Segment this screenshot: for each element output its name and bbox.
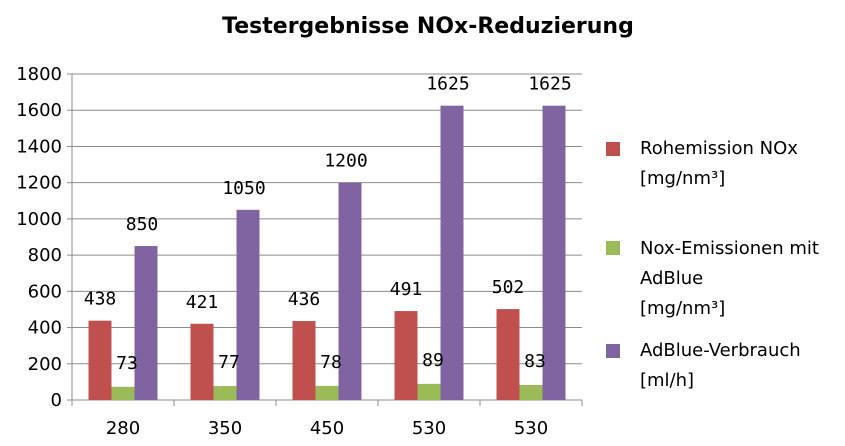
legend-swatch-adblue-emission bbox=[606, 241, 620, 255]
y-tick-label: 600 bbox=[28, 281, 62, 302]
data-label-rohemission: 502 bbox=[492, 277, 525, 298]
y-tick-label: 800 bbox=[28, 245, 62, 266]
bars bbox=[88, 105, 566, 400]
data-label-adblue-consumption: 1050 bbox=[222, 178, 265, 199]
bar-adblue-emission bbox=[213, 386, 237, 400]
y-tick-label: 1200 bbox=[16, 173, 62, 194]
axes: 0 200 400 600 800 1000 1200 1400 1600 1800 280 350 4… bbox=[16, 64, 583, 439]
bar-rohemission bbox=[190, 323, 214, 400]
x-tick-label: 280 bbox=[106, 418, 140, 439]
data-label-adblue-emission: 73 bbox=[116, 353, 138, 374]
data-label-rohemission: 438 bbox=[84, 289, 117, 310]
legend-swatch-rohemission bbox=[606, 142, 620, 156]
data-labels: 438 73 850 421 77 1050 436 78 1200 491 89 1625 502 83… bbox=[84, 74, 572, 374]
data-label-adblue-emission: 78 bbox=[320, 352, 342, 373]
bar-rohemission bbox=[292, 321, 316, 400]
data-label-adblue-consumption: 1625 bbox=[528, 74, 571, 95]
data-label-adblue-emission: 77 bbox=[218, 352, 240, 373]
bar-adblue-consumption bbox=[338, 182, 362, 400]
chart-title: Testergebnisse NOx-Reduzierung bbox=[222, 14, 634, 39]
bar-adblue-emission bbox=[315, 385, 339, 400]
legend-label-adblue-emission: Nox-Emissionen mit bbox=[640, 238, 819, 259]
x-tick-label: 350 bbox=[208, 418, 242, 439]
legend-label-adblue-emission: [mg/nm³] bbox=[640, 298, 725, 319]
bar-adblue-consumption bbox=[236, 209, 260, 400]
bar-rohemission bbox=[496, 309, 520, 400]
data-label-adblue-consumption: 1625 bbox=[426, 74, 469, 95]
bar-adblue-consumption bbox=[440, 105, 464, 400]
y-tick-label: 0 bbox=[51, 390, 62, 411]
data-label-rohemission: 421 bbox=[186, 292, 219, 313]
legend-swatch-adblue-consumption bbox=[606, 344, 620, 358]
y-tick-label: 1600 bbox=[16, 100, 62, 121]
bar-adblue-emission bbox=[519, 384, 543, 400]
data-label-adblue-emission: 89 bbox=[422, 350, 444, 371]
bar-rohemission bbox=[394, 311, 418, 400]
y-tick-label: 1000 bbox=[16, 209, 62, 230]
y-tick-label: 1800 bbox=[16, 64, 62, 85]
data-label-adblue-emission: 83 bbox=[524, 351, 546, 372]
data-label-adblue-consumption: 1200 bbox=[324, 151, 367, 172]
legend: Rohemission NOx [mg/nm³] Nox-Emissionen mi… bbox=[606, 138, 819, 391]
bar-adblue-emission bbox=[111, 386, 135, 400]
legend-label-adblue-emission: AdBlue bbox=[640, 268, 703, 289]
x-tick-label: 530 bbox=[412, 418, 446, 439]
bar-adblue-consumption bbox=[542, 105, 566, 400]
legend-label-rohemission: Rohemission NOx bbox=[640, 138, 798, 159]
y-tick-label: 400 bbox=[28, 318, 62, 339]
legend-label-adblue-consumption: [ml/h] bbox=[640, 370, 694, 391]
x-tick-label: 530 bbox=[514, 418, 548, 439]
x-tick-label: 450 bbox=[310, 418, 344, 439]
bar-adblue-emission bbox=[417, 383, 441, 400]
legend-label-adblue-consumption: AdBlue-Verbrauch bbox=[640, 340, 801, 361]
data-label-rohemission: 436 bbox=[288, 289, 321, 310]
data-label-adblue-consumption: 850 bbox=[126, 214, 159, 235]
bar-adblue-consumption bbox=[134, 246, 158, 400]
y-tick-label: 1400 bbox=[16, 136, 62, 157]
legend-label-rohemission: [mg/nm³] bbox=[640, 168, 725, 189]
data-label-rohemission: 491 bbox=[390, 279, 423, 300]
y-tick-label: 200 bbox=[28, 354, 62, 375]
bar-rohemission bbox=[88, 320, 112, 400]
